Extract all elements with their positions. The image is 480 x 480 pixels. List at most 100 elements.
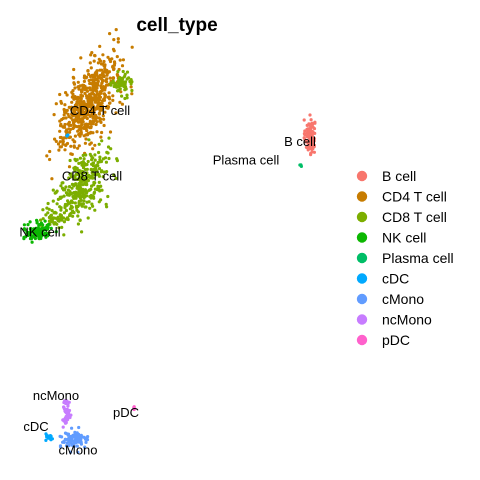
data-point — [41, 208, 45, 212]
data-point — [23, 228, 27, 232]
data-point — [68, 158, 72, 163]
data-point — [72, 76, 76, 80]
data-point — [90, 184, 94, 188]
data-point — [116, 37, 120, 41]
data-point — [109, 83, 113, 87]
data-point — [101, 175, 105, 179]
data-points — [22, 28, 317, 454]
data-point — [80, 230, 84, 234]
data-point — [312, 137, 316, 141]
data-point — [99, 184, 103, 188]
data-point — [48, 149, 52, 154]
cluster-label: CD4 T cell — [70, 103, 130, 118]
data-point — [60, 195, 64, 199]
data-point — [45, 224, 49, 228]
data-point — [79, 93, 83, 97]
data-point — [104, 83, 109, 87]
data-point — [310, 147, 314, 151]
data-point — [108, 97, 112, 101]
data-point — [65, 93, 69, 97]
data-point — [88, 92, 92, 97]
data-point — [82, 178, 86, 182]
data-point — [49, 226, 53, 230]
data-point — [74, 102, 78, 106]
legend-label: Plasma cell — [382, 250, 454, 266]
data-point — [58, 444, 63, 448]
data-point — [88, 81, 92, 86]
data-point — [46, 232, 50, 236]
data-point — [95, 89, 99, 93]
data-point — [77, 425, 81, 430]
cluster-label: cDC — [23, 419, 48, 434]
data-point — [66, 217, 70, 222]
data-point — [111, 98, 115, 102]
cluster-label: cMono — [58, 442, 97, 457]
data-point — [55, 189, 59, 193]
data-point — [85, 174, 89, 178]
data-point — [58, 434, 62, 438]
data-point — [96, 160, 100, 165]
data-point — [85, 129, 89, 133]
data-point — [94, 86, 98, 90]
data-point — [84, 440, 88, 444]
data-point — [101, 62, 105, 66]
data-point — [105, 106, 109, 110]
data-point — [102, 170, 106, 174]
data-point — [81, 164, 85, 168]
data-point — [76, 214, 80, 218]
legend-label: cDC — [382, 271, 409, 287]
data-point — [87, 138, 91, 142]
data-point — [125, 96, 129, 100]
data-point — [81, 117, 85, 121]
data-point — [130, 92, 134, 96]
data-point — [80, 161, 84, 165]
data-point — [111, 76, 115, 80]
data-point — [71, 106, 75, 110]
data-point — [67, 185, 72, 189]
data-point — [77, 201, 81, 205]
data-point — [106, 145, 111, 149]
data-point — [76, 450, 80, 454]
data-point — [303, 129, 307, 133]
data-point — [70, 111, 74, 115]
data-point — [48, 157, 52, 162]
data-point — [73, 177, 77, 181]
data-point — [75, 166, 79, 170]
data-point — [35, 219, 39, 224]
data-point — [71, 214, 75, 218]
data-point — [57, 148, 61, 152]
data-point — [95, 73, 99, 77]
data-point — [51, 188, 55, 192]
data-point — [69, 175, 74, 179]
data-point — [111, 94, 115, 98]
data-point — [89, 66, 93, 70]
data-point — [80, 435, 84, 439]
data-point — [44, 432, 48, 436]
data-point — [68, 135, 72, 139]
data-point — [89, 196, 93, 200]
data-point — [120, 102, 124, 106]
data-point — [310, 121, 314, 125]
data-point — [96, 81, 100, 85]
data-point — [100, 130, 104, 135]
data-point — [80, 202, 84, 206]
data-point — [28, 220, 32, 224]
data-point — [36, 226, 41, 230]
data-point — [86, 216, 90, 220]
data-point — [76, 95, 80, 99]
data-point — [62, 233, 66, 237]
data-point — [64, 185, 68, 189]
data-point — [69, 199, 74, 203]
data-point — [89, 78, 93, 82]
data-point — [75, 208, 79, 212]
data-point — [58, 140, 62, 144]
data-point — [76, 435, 80, 439]
data-point — [77, 144, 81, 148]
data-point — [84, 436, 89, 440]
data-point — [58, 213, 62, 217]
data-point — [53, 137, 57, 141]
data-point — [108, 31, 112, 36]
data-point — [61, 142, 65, 146]
data-point — [75, 185, 80, 189]
data-point — [307, 128, 311, 132]
